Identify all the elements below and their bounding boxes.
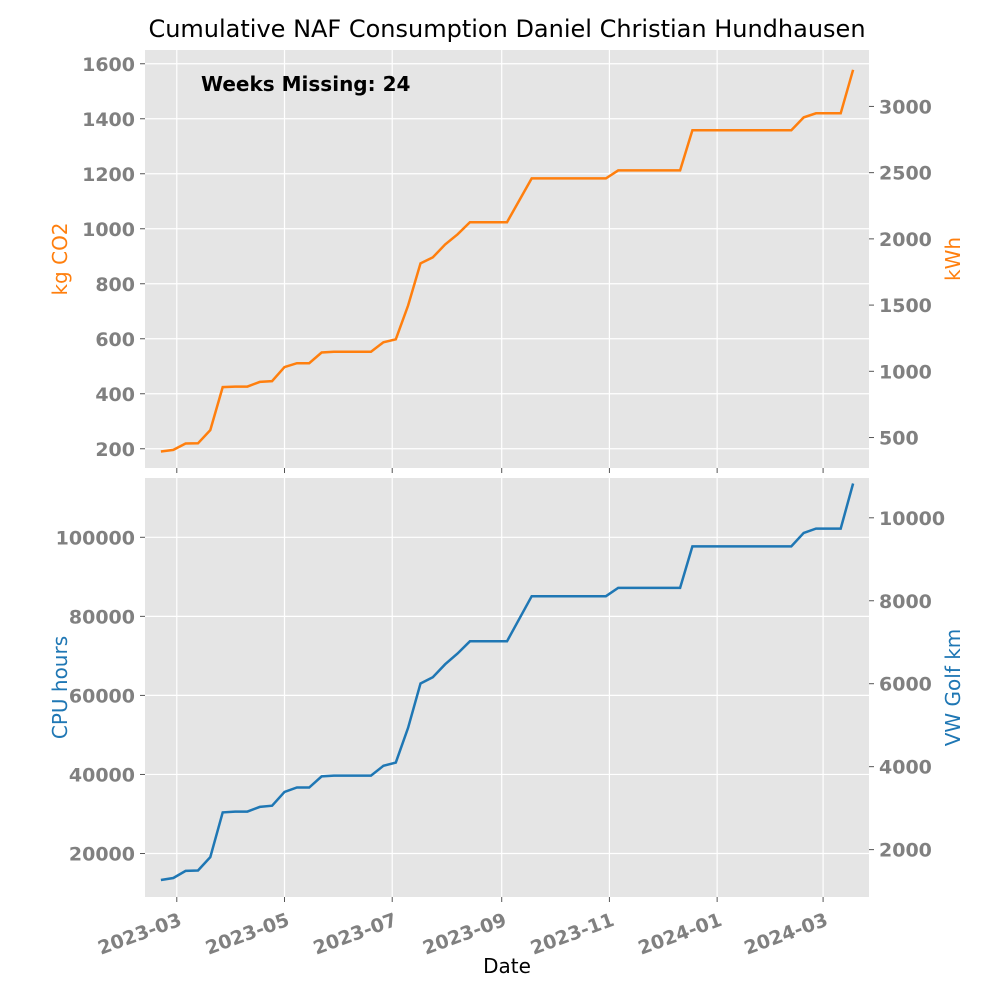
x-tick-label: 2023-07 bbox=[310, 909, 399, 960]
bot-left-tick-label: 80000 bbox=[69, 606, 135, 628]
cpu-series-line bbox=[160, 483, 855, 882]
x-tick-label: 2023-09 bbox=[420, 909, 509, 960]
bot-right-tick-label: 2000 bbox=[879, 840, 932, 862]
bottom-gridlines bbox=[145, 478, 869, 897]
bot-right-tick-label: 8000 bbox=[879, 591, 932, 613]
top-left-axis-label: kg CO2 bbox=[48, 222, 72, 295]
top-right-tick-label: 2500 bbox=[879, 163, 932, 185]
bottom-right-axis-label: VW Golf km bbox=[941, 629, 965, 747]
x-tick-label: 2024-01 bbox=[635, 909, 724, 960]
co2-series-line bbox=[160, 69, 855, 453]
bottom-plot-background bbox=[145, 478, 869, 897]
bottom-panel: 20000 40000 60000 80000 100000 2000 4000 6000 80… bbox=[48, 478, 965, 978]
top-left-tick-label: 1000 bbox=[82, 219, 135, 241]
top-right-tick-label: 3000 bbox=[879, 96, 932, 118]
x-tick-label: 2023-05 bbox=[203, 909, 292, 960]
bot-right-tick-label: 6000 bbox=[879, 674, 932, 696]
top-left-tick-label: 600 bbox=[95, 329, 135, 351]
bot-left-tick-label: 60000 bbox=[69, 685, 135, 707]
bot-left-tick-label: 40000 bbox=[69, 764, 135, 786]
bot-right-tick-label: 10000 bbox=[879, 508, 945, 530]
bot-right-tick-label: 4000 bbox=[879, 757, 932, 779]
top-right-tick-label: 2000 bbox=[879, 229, 932, 251]
top-right-tick-label: 1500 bbox=[879, 295, 932, 317]
top-panel: 200 400 600 800 1000 1200 1400 1600 500 1000 1500 2… bbox=[48, 50, 965, 473]
top-gridlines bbox=[145, 50, 869, 468]
page-title: Cumulative NAF Consumption Daniel Christ… bbox=[148, 15, 866, 43]
top-left-tick-label: 400 bbox=[95, 384, 135, 406]
x-tick-label: 2023-11 bbox=[528, 909, 617, 960]
x-axis-label: Date bbox=[483, 954, 531, 978]
x-tick-label: 2024-03 bbox=[741, 909, 830, 960]
bot-left-tick-label: 20000 bbox=[69, 844, 135, 866]
top-left-tick-label: 1400 bbox=[82, 109, 135, 131]
top-left-tick-label: 1600 bbox=[82, 54, 135, 76]
top-tick-labels: 200 400 600 800 1000 1200 1400 1600 500 1000 1500 2… bbox=[82, 54, 932, 473]
weeks-missing-annotation: Weeks Missing: 24 bbox=[201, 72, 410, 96]
x-tick-label: 2023-03 bbox=[95, 909, 184, 960]
top-right-tick-label: 1000 bbox=[879, 361, 932, 383]
top-left-tick-label: 1200 bbox=[82, 164, 135, 186]
top-right-axis-label: kWh bbox=[941, 237, 965, 281]
top-left-tick-label: 200 bbox=[95, 439, 135, 461]
top-right-tick-label: 500 bbox=[879, 428, 919, 450]
top-left-tick-label: 800 bbox=[95, 274, 135, 296]
bot-left-tick-label: 100000 bbox=[56, 527, 135, 549]
top-plot-background bbox=[145, 50, 869, 468]
bottom-left-axis-label: CPU hours bbox=[48, 636, 72, 739]
